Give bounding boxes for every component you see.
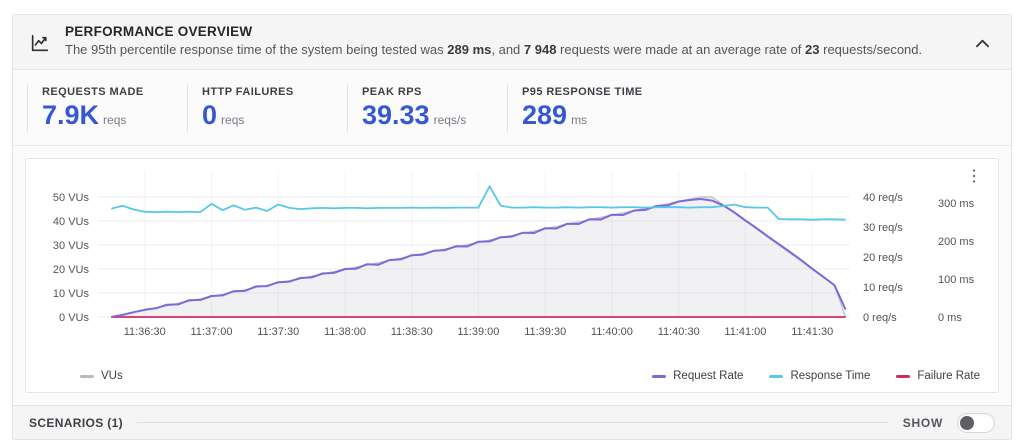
stat-label: REQUESTS MADE (42, 86, 144, 98)
panel-header: PERFORMANCE OVERVIEW The 95th percentile… (13, 15, 1011, 70)
scenarios-show-toggle[interactable] (957, 412, 995, 433)
svg-text:11:40:30: 11:40:30 (658, 326, 700, 338)
performance-chart: ⋮ 11:36:30 11:37:00 11:37:30 11:38:00 11:38:… (25, 158, 999, 393)
line-chart-icon (29, 32, 51, 59)
legend-left-group: VUs (80, 370, 123, 382)
chart-plot-area[interactable]: 11:36:30 11:37:00 11:37:30 11:38:00 11:38:30… (26, 167, 996, 363)
stat-unit: reqs (221, 113, 245, 127)
kebab-menu-icon: ⋮ (966, 168, 982, 185)
performance-overview-panel: PERFORMANCE OVERVIEW The 95th percentile… (12, 14, 1012, 440)
svg-text:100 ms: 100 ms (938, 274, 975, 286)
svg-text:50 VUs: 50 VUs (53, 192, 90, 204)
svg-text:11:39:30: 11:39:30 (524, 326, 566, 338)
svg-text:11:38:00: 11:38:00 (324, 326, 366, 338)
scenarios-bar: SCENARIOS (1) SHOW (13, 405, 1011, 439)
stat-http-failures: HTTP FAILURES 0 reqs (187, 84, 347, 133)
svg-text:11:36:30: 11:36:30 (124, 326, 166, 338)
svg-text:11:41:00: 11:41:00 (724, 326, 766, 338)
svg-text:10 VUs: 10 VUs (53, 288, 90, 300)
legend-swatch (769, 374, 784, 378)
stat-value: 0 reqs (202, 100, 245, 130)
panel-title: PERFORMANCE OVERVIEW (65, 24, 253, 39)
legend-label: Response Time (790, 370, 871, 382)
svg-text:200 ms: 200 ms (938, 236, 975, 248)
stat-value: 7.9K reqs (42, 100, 127, 130)
svg-text:300 ms: 300 ms (938, 198, 975, 210)
svg-text:11:37:30: 11:37:30 (257, 326, 299, 338)
stat-requests-made: REQUESTS MADE 7.9K reqs (27, 84, 187, 133)
stat-value: 289 ms (522, 100, 588, 130)
svg-text:10 req/s: 10 req/s (863, 282, 903, 294)
svg-text:20 req/s: 20 req/s (863, 252, 903, 264)
svg-text:11:40:00: 11:40:00 (591, 326, 633, 338)
svg-text:0 req/s: 0 req/s (863, 312, 897, 324)
panel-description: The 95th percentile response time of the… (65, 42, 923, 57)
legend-swatch (896, 374, 911, 378)
legend-item[interactable]: Failure Rate (896, 370, 980, 382)
collapse-button[interactable] (970, 30, 995, 57)
legend-label: Request Rate (673, 370, 744, 382)
show-label: SHOW (902, 415, 943, 430)
divider (137, 422, 889, 423)
stat-p95-response-time: P95 RESPONSE TIME 289 ms (507, 84, 667, 133)
stat-label: PEAK RPS (362, 86, 422, 98)
svg-text:0 VUs: 0 VUs (59, 312, 89, 324)
legend-label: VUs (101, 370, 123, 382)
stats-row: REQUESTS MADE 7.9K reqs HTTP FAILURES 0 re… (13, 70, 1011, 145)
svg-text:11:39:00: 11:39:00 (457, 326, 499, 338)
svg-text:30 req/s: 30 req/s (863, 222, 903, 234)
chart-legend: VUs Request Rate Response Time Failure Rat… (26, 368, 998, 390)
svg-text:30 VUs: 30 VUs (53, 240, 90, 252)
stat-unit: reqs/s (433, 113, 467, 127)
legend-item[interactable]: VUs (80, 370, 123, 382)
scenarios-label: SCENARIOS (1) (29, 415, 124, 430)
svg-text:40 req/s: 40 req/s (863, 192, 903, 204)
legend-item[interactable]: Response Time (769, 370, 870, 382)
toggle-knob (960, 415, 974, 430)
stat-label: P95 RESPONSE TIME (522, 86, 643, 98)
svg-text:11:37:00: 11:37:00 (190, 326, 232, 338)
divider (13, 145, 1011, 146)
svg-text:40 VUs: 40 VUs (53, 216, 90, 228)
chevron-up-icon (976, 36, 989, 51)
svg-text:0 ms: 0 ms (938, 312, 962, 324)
legend-label: Failure Rate (917, 370, 980, 382)
stat-unit: ms (571, 113, 588, 127)
svg-text:11:38:30: 11:38:30 (391, 326, 433, 338)
svg-text:20 VUs: 20 VUs (53, 264, 90, 276)
stat-peak-rps: PEAK RPS 39.33 reqs/s (347, 84, 507, 133)
svg-text:11:41:30: 11:41:30 (791, 326, 833, 338)
chart-menu-button[interactable]: ⋮ (960, 165, 988, 189)
legend-right-group: Request Rate Response Time Failure Rate (652, 370, 980, 382)
stat-unit: reqs (103, 113, 127, 127)
legend-swatch (80, 374, 94, 378)
stat-value: 39.33 reqs/s (362, 100, 467, 130)
legend-item[interactable]: Request Rate (652, 370, 743, 382)
stat-label: HTTP FAILURES (202, 86, 294, 98)
legend-swatch (652, 374, 667, 378)
